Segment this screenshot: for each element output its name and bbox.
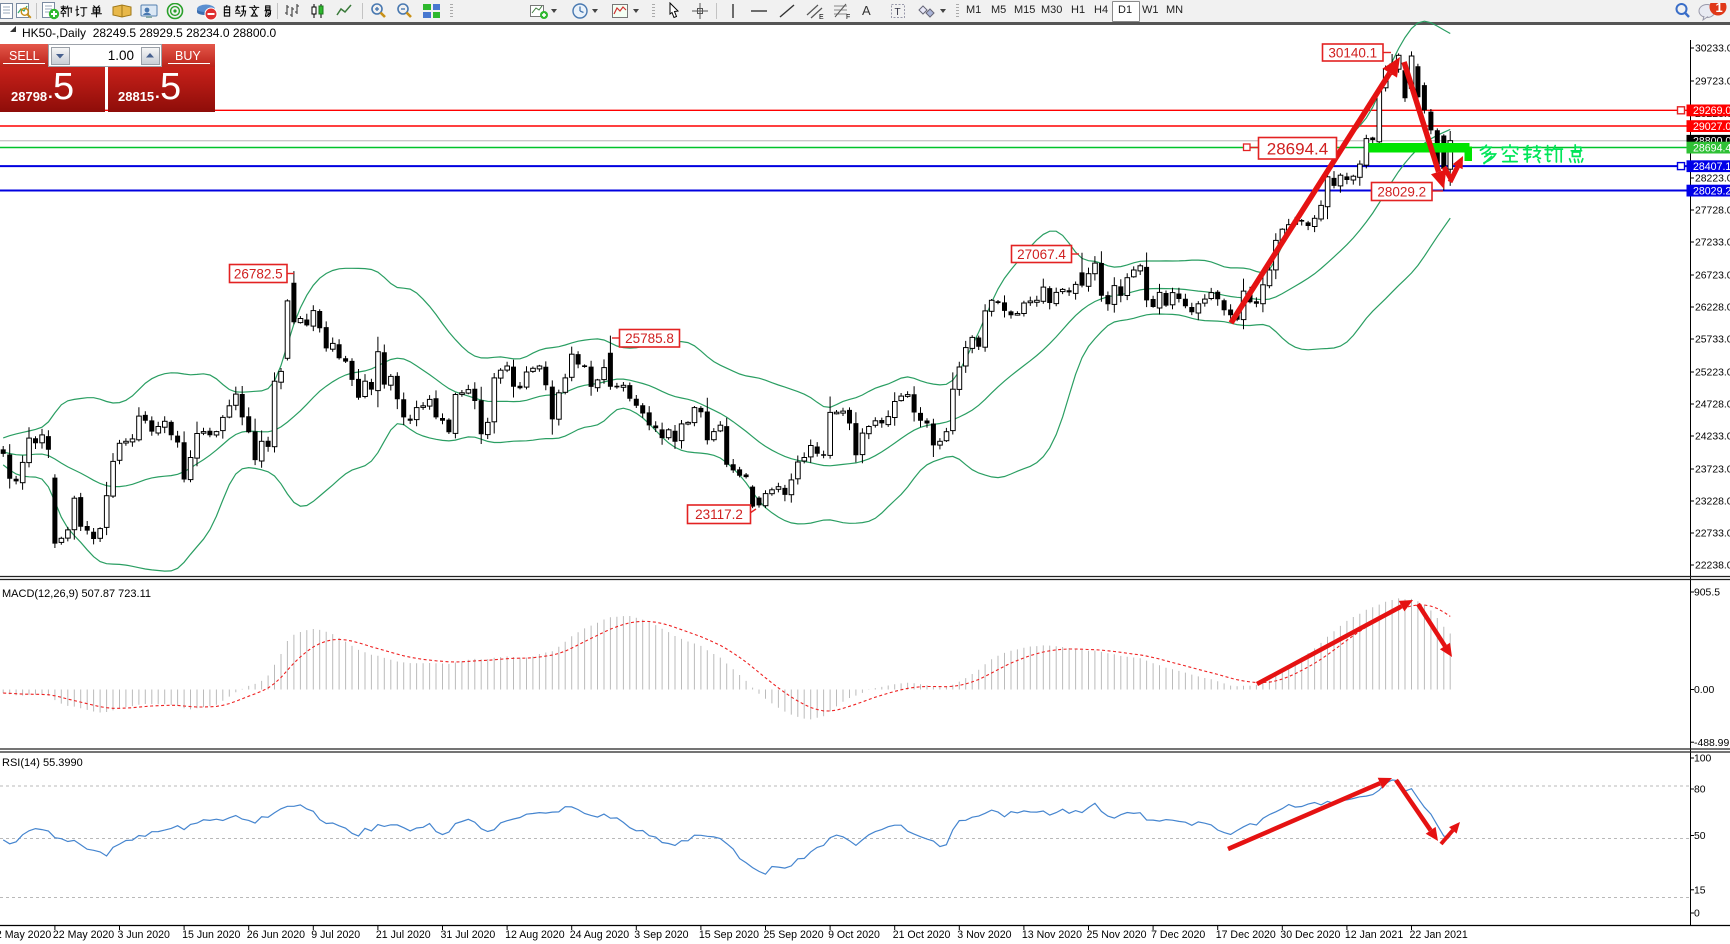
svg-text:23117.2: 23117.2 xyxy=(695,507,743,522)
svg-text:80: 80 xyxy=(1694,785,1706,796)
svg-text:T: T xyxy=(895,7,901,18)
svg-text:9 Oct 2020: 9 Oct 2020 xyxy=(828,929,880,941)
svg-text:28694.4: 28694.4 xyxy=(1693,142,1730,154)
svg-text:13 Nov 2020: 13 Nov 2020 xyxy=(1022,929,1082,941)
svg-text:17 Dec 2020: 17 Dec 2020 xyxy=(1216,929,1276,941)
svg-text:28407.1: 28407.1 xyxy=(1693,161,1730,173)
svg-text:3 Nov 2020: 3 Nov 2020 xyxy=(957,929,1011,941)
svg-text:RSI(14) 55.3990: RSI(14) 55.3990 xyxy=(2,757,83,769)
svg-text:29269.0: 29269.0 xyxy=(1693,105,1730,117)
svg-text:25785.8: 25785.8 xyxy=(625,331,674,346)
svg-text:23723.0: 23723.0 xyxy=(1695,465,1730,476)
svg-text:0: 0 xyxy=(1694,909,1700,920)
svg-text:29027.0: 29027.0 xyxy=(1693,121,1730,133)
svg-text:27728.0: 27728.0 xyxy=(1695,206,1730,217)
svg-text:28694.4: 28694.4 xyxy=(1267,139,1328,158)
svg-text:26 Jun 2020: 26 Jun 2020 xyxy=(247,929,305,941)
svg-text:25223.0: 25223.0 xyxy=(1695,368,1730,379)
svg-text:22733.0: 22733.0 xyxy=(1695,529,1730,540)
svg-text:22238.0: 22238.0 xyxy=(1695,561,1730,572)
svg-text:905.5: 905.5 xyxy=(1694,588,1720,599)
svg-text:12 Jan 2021: 12 Jan 2021 xyxy=(1345,929,1403,941)
svg-text:27067.4: 27067.4 xyxy=(1017,247,1066,262)
svg-text:25733.0: 25733.0 xyxy=(1695,335,1730,346)
svg-text:30233.0: 30233.0 xyxy=(1695,44,1730,55)
svg-text:3 Jun 2020: 3 Jun 2020 xyxy=(118,929,171,941)
svg-text:24 Aug 2020: 24 Aug 2020 xyxy=(570,929,630,941)
svg-text:21 Jul 2020: 21 Jul 2020 xyxy=(376,929,431,941)
svg-text:24233.0: 24233.0 xyxy=(1695,432,1730,443)
svg-text:24728.0: 24728.0 xyxy=(1695,400,1730,411)
svg-text:15: 15 xyxy=(1694,885,1706,896)
svg-text:E: E xyxy=(819,14,824,20)
svg-text:9 Jul 2020: 9 Jul 2020 xyxy=(311,929,360,941)
svg-text:21 Oct 2020: 21 Oct 2020 xyxy=(893,929,951,941)
svg-text:22 May 2020: 22 May 2020 xyxy=(53,929,114,941)
svg-text:100: 100 xyxy=(1694,754,1712,765)
svg-text:MACD(12,26,9) 507.87 723.11: MACD(12,26,9) 507.87 723.11 xyxy=(2,588,151,600)
svg-text:15 Jun 2020: 15 Jun 2020 xyxy=(182,929,240,941)
svg-text:12 Aug 2020: 12 Aug 2020 xyxy=(505,929,565,941)
svg-text:26228.0: 26228.0 xyxy=(1695,303,1730,314)
svg-text:28029.2: 28029.2 xyxy=(1693,185,1730,197)
svg-text:26723.0: 26723.0 xyxy=(1695,271,1730,282)
svg-text:-488.99: -488.99 xyxy=(1694,738,1729,749)
svg-text:1: 1 xyxy=(1716,3,1723,15)
svg-text:12 May 2020: 12 May 2020 xyxy=(0,929,51,941)
svg-text:25 Sep 2020: 25 Sep 2020 xyxy=(764,929,824,941)
svg-text:50: 50 xyxy=(1694,831,1706,842)
svg-text:0.00: 0.00 xyxy=(1694,685,1714,696)
svg-text:29723.0: 29723.0 xyxy=(1695,77,1730,88)
svg-text:26782.5: 26782.5 xyxy=(234,266,283,281)
svg-text:28029.2: 28029.2 xyxy=(1377,184,1426,199)
svg-text:7 Dec 2020: 7 Dec 2020 xyxy=(1151,929,1205,941)
svg-text:3 Sep 2020: 3 Sep 2020 xyxy=(634,929,688,941)
svg-text:F: F xyxy=(846,14,850,20)
svg-text:28223.0: 28223.0 xyxy=(1695,174,1730,185)
svg-text:31 Jul 2020: 31 Jul 2020 xyxy=(441,929,496,941)
svg-text:15 Sep 2020: 15 Sep 2020 xyxy=(699,929,759,941)
svg-text:27233.0: 27233.0 xyxy=(1695,238,1730,249)
svg-text:22 Jan 2021: 22 Jan 2021 xyxy=(1410,929,1468,941)
svg-text:23228.0: 23228.0 xyxy=(1695,497,1730,508)
svg-text:30140.1: 30140.1 xyxy=(1328,45,1377,60)
svg-text:25 Nov 2020: 25 Nov 2020 xyxy=(1087,929,1147,941)
svg-text:30 Dec 2020: 30 Dec 2020 xyxy=(1280,929,1340,941)
